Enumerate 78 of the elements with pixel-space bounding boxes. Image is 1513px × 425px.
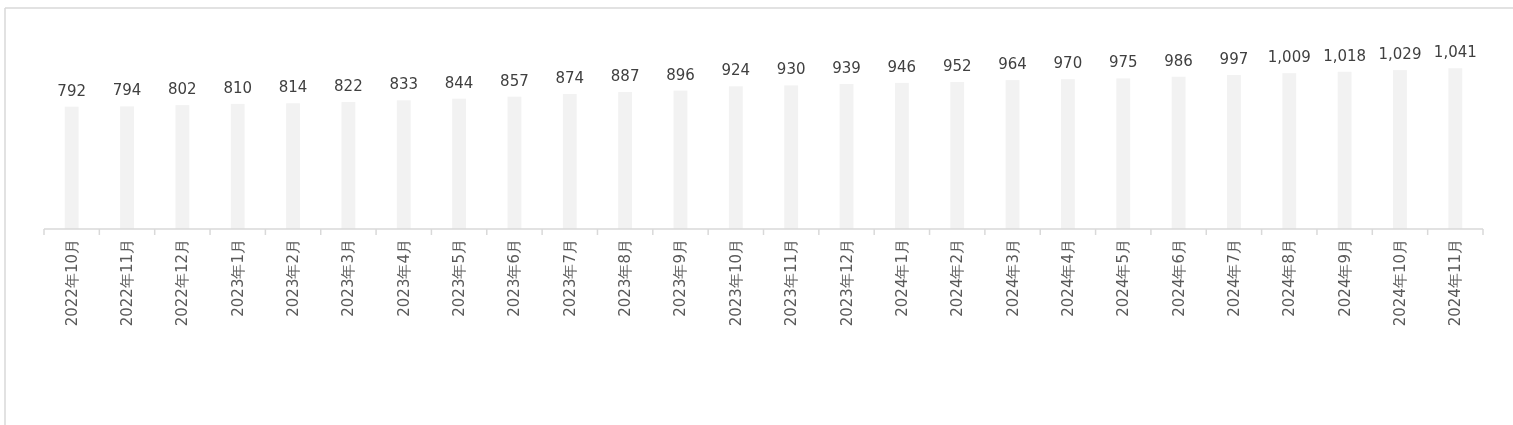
bar bbox=[1171, 76, 1186, 229]
bar bbox=[673, 90, 688, 229]
data-label: 930 bbox=[776, 60, 806, 79]
x-tick-label: 2023年2月 bbox=[284, 239, 303, 317]
bar bbox=[1448, 68, 1463, 229]
data-label: 844 bbox=[444, 73, 474, 92]
bar bbox=[286, 103, 300, 229]
x-tick-label: 2024年9月 bbox=[1335, 239, 1354, 317]
data-label: 986 bbox=[1164, 51, 1193, 70]
x-tick-label: 2023年11月 bbox=[782, 239, 801, 327]
data-label: 792 bbox=[57, 81, 86, 100]
data-label: 1,029 bbox=[1378, 45, 1422, 64]
bar bbox=[1116, 78, 1131, 229]
x-tick-label: 2023年7月 bbox=[560, 239, 579, 317]
x-tick-label: 2023年8月 bbox=[616, 239, 635, 317]
bar bbox=[1393, 70, 1407, 229]
bar bbox=[1005, 80, 1020, 229]
x-tick-label: 2023年1月 bbox=[228, 239, 247, 317]
bar bbox=[1227, 75, 1241, 229]
bar bbox=[1060, 79, 1075, 229]
x-tick-label: 2023年4月 bbox=[394, 239, 413, 317]
data-label: 1,018 bbox=[1323, 46, 1367, 65]
data-label: 924 bbox=[721, 61, 751, 80]
data-label: 1,041 bbox=[1433, 43, 1477, 62]
data-label: 833 bbox=[389, 75, 419, 94]
bar bbox=[728, 86, 743, 229]
bar bbox=[64, 106, 79, 229]
x-tick-label: 2023年3月 bbox=[339, 239, 358, 317]
data-label: 997 bbox=[1219, 50, 1249, 69]
data-label: 794 bbox=[112, 81, 142, 100]
bar bbox=[230, 103, 245, 229]
bar bbox=[1282, 73, 1297, 229]
bar bbox=[396, 100, 411, 229]
data-label: 952 bbox=[942, 56, 972, 75]
x-tick-label: 2022年12月 bbox=[173, 239, 192, 327]
data-label: 874 bbox=[555, 69, 585, 88]
bar bbox=[894, 82, 909, 229]
x-tick-label: 2024年5月 bbox=[1114, 239, 1133, 317]
bar bbox=[120, 106, 134, 229]
bar bbox=[341, 102, 356, 229]
x-tick-label: 2024年7月 bbox=[1224, 239, 1243, 317]
data-label: 964 bbox=[998, 55, 1027, 74]
x-tick-label: 2024年10月 bbox=[1390, 239, 1409, 327]
data-label: 975 bbox=[1108, 53, 1138, 72]
bar bbox=[839, 83, 854, 229]
x-tick-label: 2024年8月 bbox=[1280, 239, 1299, 317]
x-tick-label: 2022年11月 bbox=[118, 239, 137, 327]
data-label: 822 bbox=[334, 77, 363, 96]
bar bbox=[507, 96, 522, 229]
data-label: 939 bbox=[832, 58, 861, 77]
data-label: 946 bbox=[887, 57, 917, 76]
x-tick-label: 2023年9月 bbox=[671, 239, 690, 317]
bar bbox=[950, 81, 965, 229]
bar bbox=[1337, 71, 1352, 229]
bar bbox=[452, 98, 467, 229]
bar bbox=[175, 105, 190, 229]
x-tick-label: 2024年2月 bbox=[948, 239, 967, 317]
x-tick-label: 2024年3月 bbox=[1003, 239, 1022, 317]
data-label: 802 bbox=[168, 80, 197, 99]
x-tick-label: 2024年1月 bbox=[892, 239, 911, 317]
data-label: 1,009 bbox=[1267, 48, 1311, 67]
x-tick-label: 2024年11月 bbox=[1446, 239, 1465, 327]
x-tick-label: 2024年4月 bbox=[1058, 239, 1077, 317]
data-label: 814 bbox=[278, 78, 308, 97]
bar bbox=[784, 85, 799, 229]
x-tick-label: 2024年6月 bbox=[1169, 239, 1188, 317]
bar bbox=[562, 94, 577, 229]
x-tick-label: 2023年10月 bbox=[726, 239, 745, 327]
x-tick-label: 2023年5月 bbox=[450, 239, 469, 317]
data-label: 810 bbox=[223, 78, 253, 97]
x-tick-label: 2023年6月 bbox=[505, 239, 524, 317]
data-label: 857 bbox=[500, 71, 529, 90]
x-tick-label: 2022年10月 bbox=[62, 239, 81, 327]
data-label: 970 bbox=[1053, 54, 1083, 73]
x-tick-label: 2023年12月 bbox=[837, 239, 856, 327]
bar bbox=[618, 92, 633, 229]
data-label: 887 bbox=[610, 67, 640, 86]
data-label: 896 bbox=[666, 65, 695, 84]
